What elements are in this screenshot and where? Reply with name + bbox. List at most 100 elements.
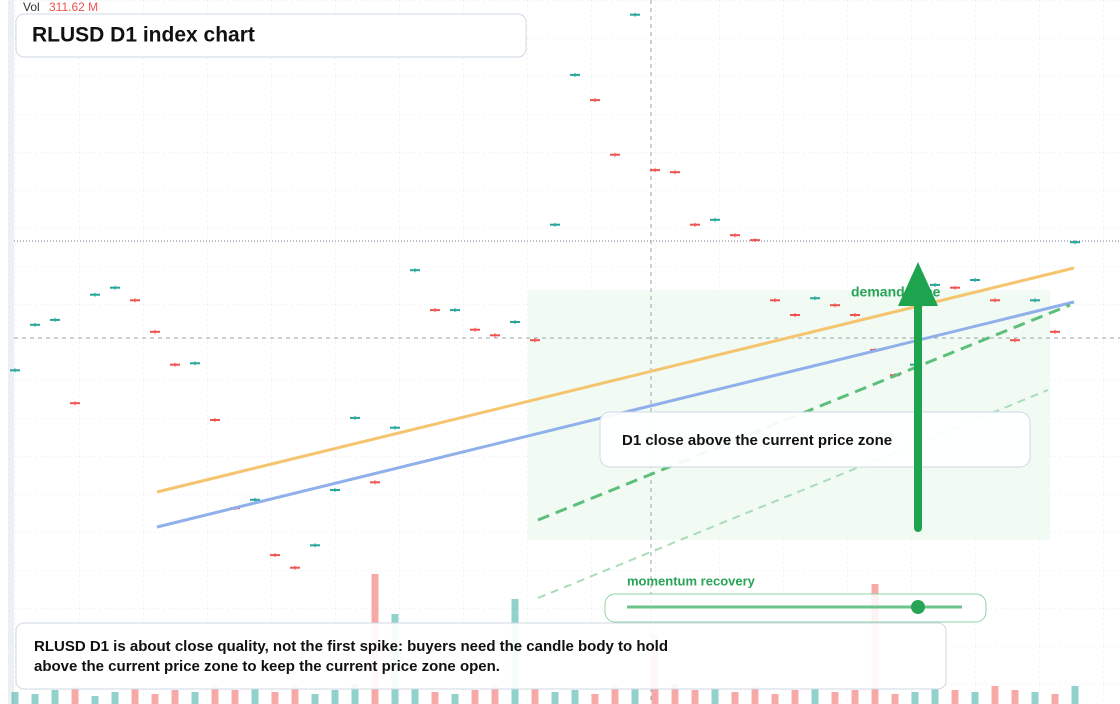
volume-bar [691,690,699,704]
candle [650,169,660,172]
volume-bar [1011,690,1019,704]
volume-bar [311,694,319,704]
volume-bar [411,688,419,704]
candle [1010,339,1020,342]
volume-bar [11,692,19,704]
volume-bar [191,692,199,704]
volume-bar [331,690,339,704]
candle [550,223,560,226]
volume-bar [671,684,679,704]
volume-bar [351,684,359,704]
candle [670,171,680,174]
candle [170,363,180,366]
volume-bar [811,688,819,704]
candle [790,314,800,316]
volume-bar [91,696,99,704]
candle [10,369,20,372]
candle [930,283,940,286]
volume-bar [131,688,139,704]
volume-bar [931,688,939,704]
candle [850,314,860,316]
candle [770,299,780,302]
volume-bar [1051,694,1059,704]
volume-bar [851,690,859,704]
candle [310,544,320,547]
volume-bar [731,692,739,704]
volume-bar [791,690,799,704]
callout-text: D1 close above the current price zone [622,432,892,449]
volume-bar [751,686,759,704]
volume-bar [571,690,579,704]
volume-bar [1071,686,1079,704]
volume-value: 311.62 M [49,0,98,14]
volume-bar [591,694,599,704]
volume-bar [1031,692,1039,704]
volume-bar [31,694,39,704]
candle [390,426,400,429]
volume-bar [451,694,459,704]
candle [750,239,760,242]
candle [450,309,460,312]
volume-bar [891,694,899,704]
volume-bar [271,692,279,704]
candle [190,362,200,365]
caption-box [15,622,947,690]
volume-bar [111,692,119,704]
candle [350,416,360,419]
volume-bar [531,688,539,704]
projection-line-faint [537,389,1049,599]
candle [410,269,420,272]
candle [590,99,600,102]
candle [30,323,40,326]
volume-bar [991,686,999,704]
volume-bar [211,686,219,704]
volume-bar [471,690,479,704]
candle [950,286,960,289]
candle [50,318,60,321]
volume-bar [151,694,159,704]
volume-bar [971,692,979,704]
candle [490,334,500,337]
volume-bar [431,692,439,704]
volume-bar [551,692,559,704]
caption-line: above the current price zone to keep the… [34,658,500,675]
volume-bar [231,690,239,704]
slider-label: momentum recovery [627,573,756,588]
caption-line: RLUSD D1 is about close quality, not the… [34,638,668,655]
candle [970,279,980,281]
candle [530,339,540,342]
volume-bar [251,688,259,704]
candle [290,566,300,569]
candle [70,402,80,405]
candle [730,234,740,237]
volume-bar [951,690,959,704]
candle [110,286,120,289]
volume-bar [51,690,59,704]
candle [630,13,640,16]
arrow-head [898,262,938,306]
volume-bar [711,688,719,704]
volume-bar [491,686,499,704]
candle [210,419,220,421]
candle [990,299,1000,302]
candle [470,328,480,331]
candle [710,218,720,221]
candle [270,554,280,557]
chart-title: RLUSD D1 index chart [32,24,255,47]
candle [690,223,700,226]
candle [330,489,340,491]
title-box [15,13,527,58]
candle [90,293,100,296]
candle [1050,330,1060,333]
volume-label: Vol [23,0,40,14]
callout-box [599,411,1031,468]
volume-bar [911,692,919,704]
volume-bar [71,686,79,704]
candle [570,73,580,76]
candle [370,481,380,484]
candle [150,330,160,333]
volume-bar [611,686,619,704]
candle [1070,241,1080,244]
volume-bar [631,688,639,704]
